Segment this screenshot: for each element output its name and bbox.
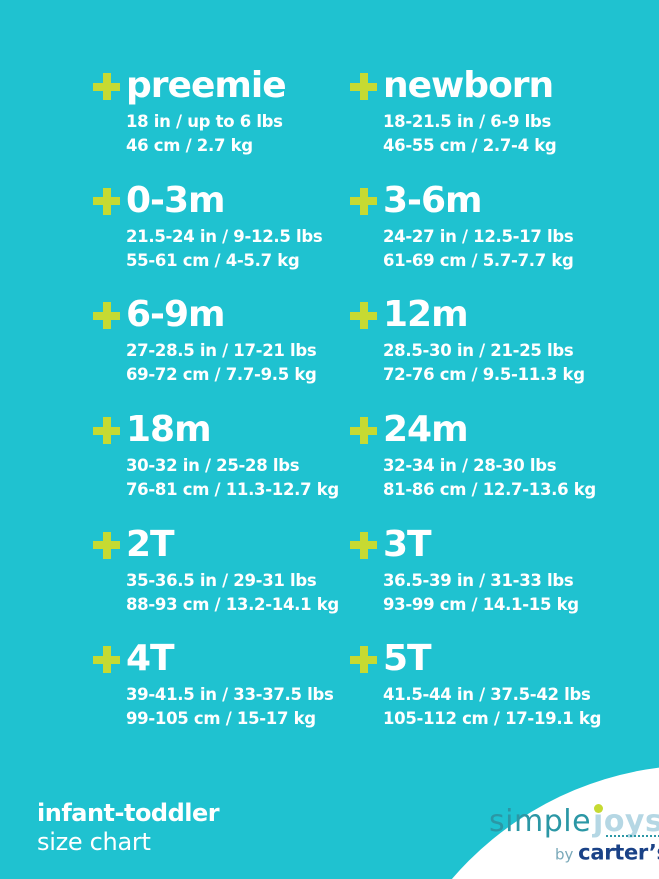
- plus-icon: [350, 302, 377, 330]
- plus-icon: [350, 73, 377, 100]
- size-name: 3-6m: [383, 179, 483, 221]
- size-info: 0-3m 21.5-24 in / 9-12.5 lbs 55-61 cm / …: [126, 179, 323, 273]
- size-imperial: 28.5-30 in / 21-25 lbs: [383, 341, 574, 361]
- size-metric: 72-76 cm / 9.5-11.3 kg: [383, 365, 585, 385]
- size-entry-newborn: newborn 18-21.5 in / 6-9 lbs 46-55 cm / …: [350, 64, 607, 179]
- size-imperial: 30-32 in / 25-28 lbs: [126, 456, 300, 476]
- brand-logo: simplejoys by carter’s™: [489, 805, 659, 865]
- plus-icon: [93, 73, 120, 100]
- size-imperial: 36.5-39 in / 31-33 lbs: [383, 570, 574, 590]
- size-info: 24m 32-34 in / 28-30 lbs 81-86 cm / 12.7…: [383, 408, 596, 502]
- size-metric: 61-69 cm / 5.7-7.7 kg: [383, 250, 574, 270]
- size-imperial: 39-41.5 in / 33-37.5 lbs: [126, 685, 334, 705]
- logo-carters-text: carter’s: [578, 840, 659, 865]
- size-metric: 46-55 cm / 2.7-4 kg: [383, 136, 557, 155]
- size-metric: 55-61 cm / 4-5.7 kg: [126, 250, 300, 270]
- size-imperial: 27-28.5 in / 17-21 lbs: [126, 341, 317, 361]
- size-info: 3-6m 24-27 in / 12.5-17 lbs 61-69 cm / 5…: [383, 179, 574, 273]
- plus-icon: [93, 646, 120, 674]
- size-entry-2t: 2T 35-36.5 in / 29-31 lbs 88-93 cm / 13.…: [93, 523, 350, 638]
- size-imperial: 32-34 in / 28-30 lbs: [383, 456, 557, 476]
- size-info: 12m 28.5-30 in / 21-25 lbs 72-76 cm / 9.…: [383, 293, 585, 387]
- plus-icon: [350, 646, 377, 674]
- plus-icon: [350, 531, 377, 559]
- size-entry-5t: 5T 41.5-44 in / 37.5-42 lbs 105-112 cm /…: [350, 637, 607, 752]
- size-imperial: 24-27 in / 12.5-17 lbs: [383, 226, 574, 246]
- size-entry-6-9m: 6-9m 27-28.5 in / 17-21 lbs 69-72 cm / 7…: [93, 293, 350, 408]
- size-entry-4t: 4T 39-41.5 in / 33-37.5 lbs 99-105 cm / …: [93, 637, 350, 752]
- size-info: 6-9m 27-28.5 in / 17-21 lbs 69-72 cm / 7…: [126, 293, 317, 387]
- size-info: newborn 18-21.5 in / 6-9 lbs 46-55 cm / …: [383, 64, 557, 158]
- brand-logo-circle: simplejoys by carter’s™: [373, 765, 659, 879]
- size-entry-12m: 12m 28.5-30 in / 21-25 lbs 72-76 cm / 9.…: [350, 293, 607, 408]
- size-metric: 81-86 cm / 12.7-13.6 kg: [383, 480, 596, 500]
- size-name: 24m: [383, 409, 469, 451]
- size-name: preemie: [126, 65, 287, 106]
- size-imperial: 35-36.5 in / 29-31 lbs: [126, 570, 317, 590]
- plus-icon: [350, 187, 377, 215]
- brand-logo-byline: by carter’s™: [555, 840, 659, 865]
- logo-joys-text: joys: [593, 804, 659, 839]
- size-metric: 105-112 cm / 17-19.1 kg: [383, 709, 602, 729]
- size-name: 18m: [126, 409, 212, 451]
- size-name: 2T: [126, 523, 175, 565]
- size-imperial: 41.5-44 in / 37.5-42 lbs: [383, 685, 591, 705]
- size-imperial: 18 in / up to 6 lbs: [126, 112, 283, 131]
- size-metric: 46 cm / 2.7 kg: [126, 136, 253, 155]
- size-imperial: 21.5-24 in / 9-12.5 lbs: [126, 226, 323, 246]
- size-entry-18m: 18m 30-32 in / 25-28 lbs 76-81 cm / 11.3…: [93, 408, 350, 523]
- size-metric: 69-72 cm / 7.7-9.5 kg: [126, 365, 317, 385]
- chart-title: infant-toddler size chart: [37, 799, 220, 858]
- size-info: 18m 30-32 in / 25-28 lbs 76-81 cm / 11.3…: [126, 408, 339, 502]
- size-imperial: 18-21.5 in / 6-9 lbs: [383, 112, 552, 131]
- size-name: 12m: [383, 294, 469, 336]
- plus-icon: [350, 417, 377, 445]
- size-name: 4T: [126, 638, 175, 680]
- size-info: 4T 39-41.5 in / 33-37.5 lbs 99-105 cm / …: [126, 637, 334, 731]
- size-metric: 76-81 cm / 11.3-12.7 kg: [126, 480, 339, 500]
- size-entry-0-3m: 0-3m 21.5-24 in / 9-12.5 lbs 55-61 cm / …: [93, 179, 350, 294]
- size-entry-3-6m: 3-6m 24-27 in / 12.5-17 lbs 61-69 cm / 5…: [350, 179, 607, 294]
- size-metric: 99-105 cm / 15-17 kg: [126, 709, 316, 729]
- size-metric: 88-93 cm / 13.2-14.1 kg: [126, 594, 339, 614]
- size-grid: preemie 18 in / up to 6 lbs 46 cm / 2.7 …: [93, 64, 607, 752]
- size-name: 3T: [383, 523, 432, 565]
- size-metric: 93-99 cm / 14.1-15 kg: [383, 594, 579, 614]
- size-entry-24m: 24m 32-34 in / 28-30 lbs 81-86 cm / 12.7…: [350, 408, 607, 523]
- brand-logo-wordmark: simplejoys: [489, 805, 659, 839]
- plus-icon: [93, 302, 120, 330]
- chart-title-line2: size chart: [37, 828, 151, 857]
- size-name: newborn: [383, 65, 554, 106]
- logo-by-text: by: [555, 845, 579, 864]
- size-name: 5T: [383, 638, 432, 680]
- plus-icon: [93, 531, 120, 559]
- size-name: 0-3m: [126, 179, 226, 221]
- chart-title-line1: infant-toddler: [37, 799, 220, 827]
- size-info: 2T 35-36.5 in / 29-31 lbs 88-93 cm / 13.…: [126, 523, 339, 617]
- size-entry-3t: 3T 36.5-39 in / 31-33 lbs 93-99 cm / 14.…: [350, 523, 607, 638]
- plus-icon: [93, 417, 120, 445]
- size-info: preemie 18 in / up to 6 lbs 46 cm / 2.7 …: [126, 64, 287, 158]
- size-info: 3T 36.5-39 in / 31-33 lbs 93-99 cm / 14.…: [383, 523, 579, 617]
- size-name: 6-9m: [126, 294, 226, 336]
- plus-icon: [93, 187, 120, 215]
- size-info: 5T 41.5-44 in / 37.5-42 lbs 105-112 cm /…: [383, 637, 601, 731]
- logo-simple-text: simple: [489, 804, 592, 839]
- size-entry-preemie: preemie 18 in / up to 6 lbs 46 cm / 2.7 …: [93, 64, 350, 179]
